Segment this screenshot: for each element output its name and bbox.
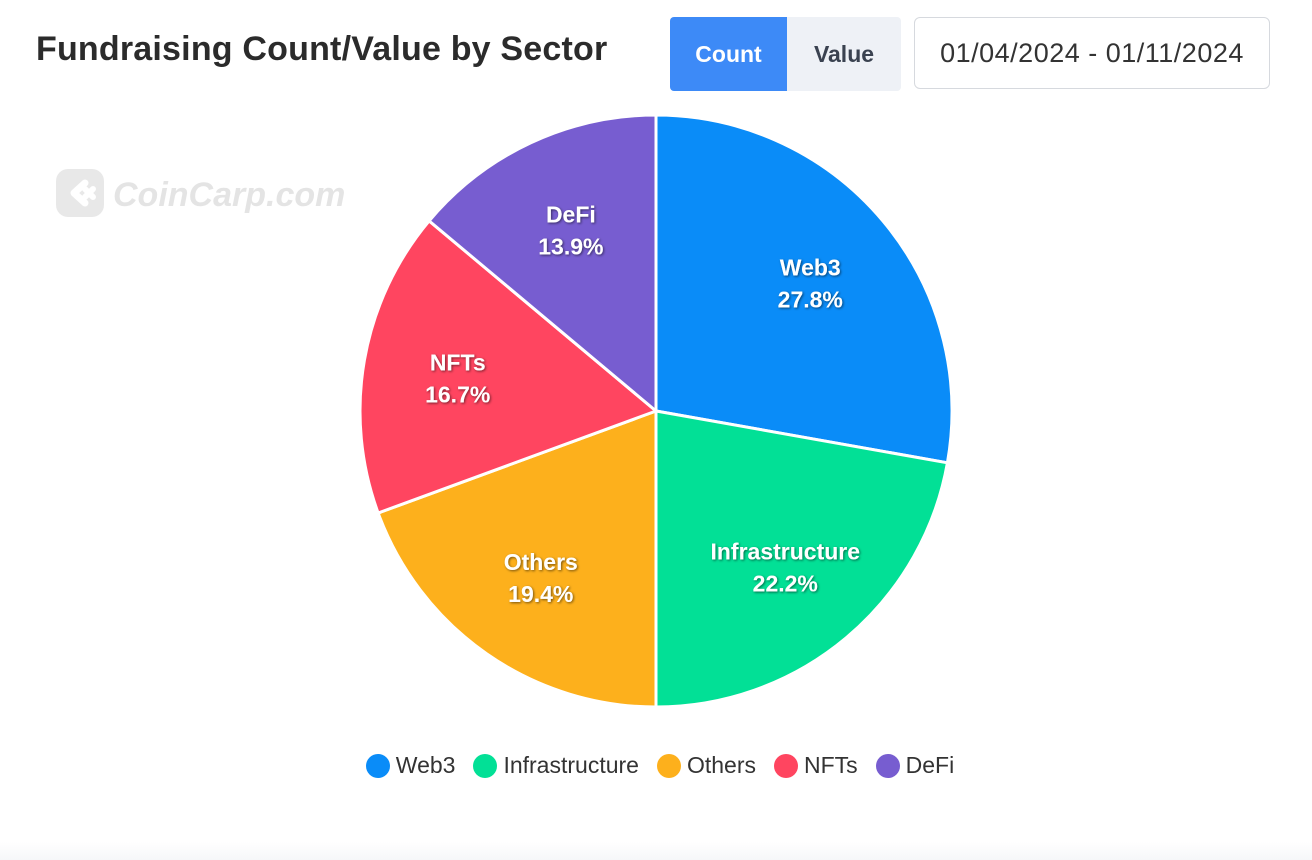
page-bottom-edge	[0, 842, 1312, 860]
legend-marker	[875, 753, 900, 778]
chart-title: Fundraising Count/Value by Sector	[36, 30, 608, 68]
legend-marker	[473, 753, 498, 778]
slice-label-web3: Web3	[780, 255, 841, 281]
pie-slice-others[interactable]	[376, 408, 658, 709]
watermark-text: CoinCarp.com	[113, 176, 346, 214]
legend-label: NFTs	[803, 752, 858, 778]
slice-label-nfts: NFTs	[430, 349, 486, 375]
value-toggle-button[interactable]: Value	[787, 17, 901, 91]
watermark: CoinCarp.com	[55, 168, 345, 223]
legend-item-others[interactable]: Others	[656, 752, 756, 779]
slice-percent-web3: 27.8%	[778, 287, 843, 313]
slice-percent-nfts: 16.7%	[425, 381, 490, 407]
legend-label: Web3	[395, 752, 456, 778]
legend-label: DeFi	[905, 752, 955, 778]
count-toggle-button[interactable]: Count	[670, 17, 787, 91]
legend-item-defi[interactable]: DeFi	[875, 752, 955, 779]
slice-percent-infrastructure: 22.2%	[753, 570, 818, 596]
slice-label-others: Others	[504, 549, 578, 575]
legend-label: Others	[686, 752, 756, 778]
pie-slice-defi[interactable]	[427, 113, 658, 415]
chart-legend: Web3 Infrastructure Others NFTs DeFi	[0, 752, 1312, 779]
pie-slice-infrastructure[interactable]	[654, 409, 950, 709]
legend-label: Infrastructure	[503, 752, 639, 778]
slice-percent-defi: 13.9%	[538, 234, 603, 260]
pie-chart: Web3 27.8% Infrastructure 22.2% Others 19.4% N…	[358, 113, 954, 709]
date-range-picker[interactable]: 01/04/2024 - 01/11/2024	[914, 17, 1270, 89]
metric-toggle: Count Value	[670, 17, 901, 91]
legend-marker	[773, 753, 798, 778]
slice-percent-others: 19.4%	[508, 581, 573, 607]
legend-marker	[656, 753, 681, 778]
pie-slice-nfts[interactable]	[358, 218, 659, 515]
pie-slice-web3[interactable]	[654, 113, 954, 465]
legend-item-infrastructure[interactable]: Infrastructure	[473, 752, 639, 779]
slice-label-defi: DeFi	[546, 202, 596, 228]
legend-marker	[365, 753, 390, 778]
slice-label-infrastructure: Infrastructure	[710, 538, 860, 564]
legend-item-nfts[interactable]: NFTs	[773, 752, 858, 779]
coincarp-logo-icon	[55, 168, 105, 223]
legend-item-web3[interactable]: Web3	[365, 752, 456, 779]
